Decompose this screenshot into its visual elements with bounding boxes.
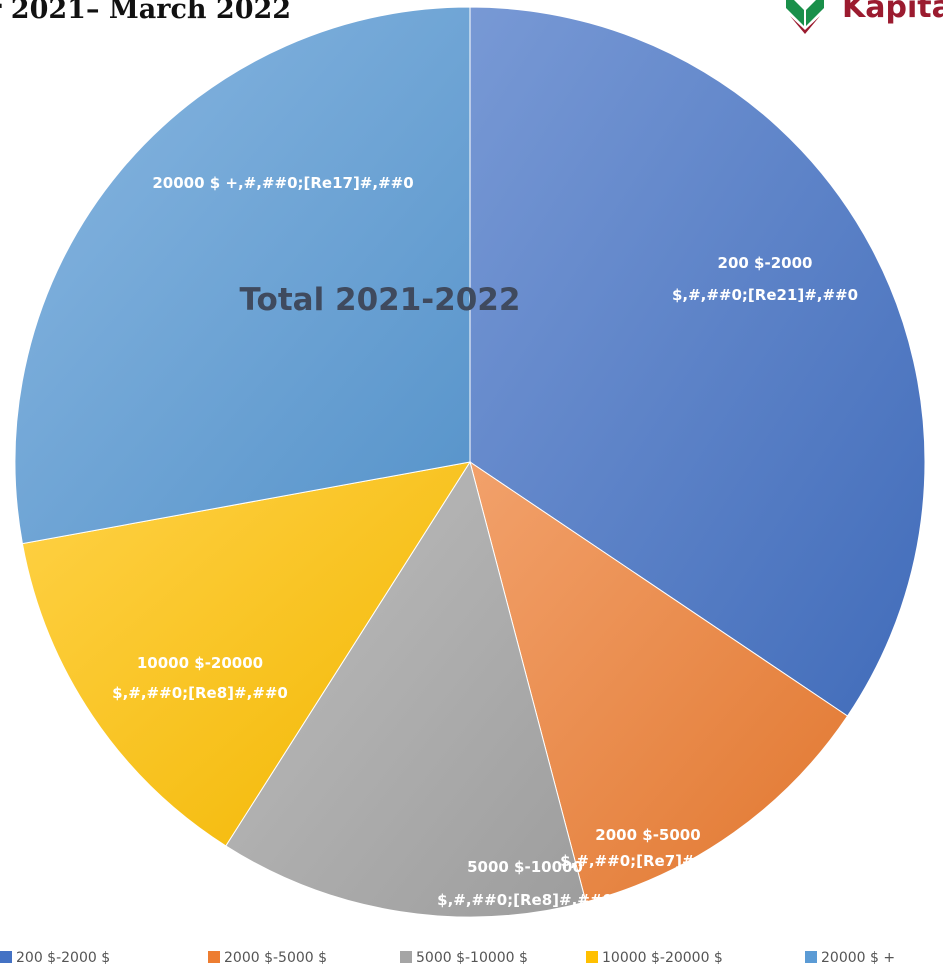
legend-item-2: 2000 $-5000 $ — [208, 948, 327, 968]
legend-label-2: 2000 $-5000 $ — [224, 950, 328, 966]
pie-slice-5 — [14, 6, 471, 545]
slice-2-data-label: 2000 $-5000 — [595, 826, 700, 844]
legend-label-1: 200 $-2000 $ — [16, 950, 111, 966]
page-header-title: er 2021– March 2022 — [0, 0, 292, 25]
pie-chart: 200 $-2000 $,#,##0;[Re21]#,##0 2000 $-5000… — [14, 6, 926, 918]
slice-2-data-label: $,#,##0;[Re7]#,##0 — [560, 852, 736, 870]
legend-item-3: 5000 $-10000 $ — [400, 948, 528, 968]
pie-slice-4 — [21, 461, 472, 847]
pie-slice-1 — [469, 6, 926, 717]
legend-item-1: 200 $-2000 $ — [0, 948, 110, 968]
kapital-logo-icon — [786, 0, 824, 34]
slice-3-data-label: 5000 $-10000 — [467, 858, 583, 876]
brand-name: Kapita — [842, 0, 943, 25]
legend-item-4: 10000 $-20000 $ — [586, 948, 723, 968]
legend-label-4: 10000 $-20000 $ — [602, 950, 723, 966]
pie-slice-2 — [469, 460, 849, 903]
slice-3-data-label: $,#,##0;[Re8]#,##0 — [437, 891, 613, 909]
pie-slice-3 — [225, 460, 587, 918]
legend-swatch-1 — [0, 951, 12, 963]
slice-5-data-label: 20000 $ +,#,##0;[Re17]#,##0 — [152, 174, 413, 192]
slice-1-data-label: 200 $-2000 — [718, 254, 813, 272]
slice-4-data-label: $,#,##0;[Re8]#,##0 — [112, 684, 288, 702]
legend-swatch-3 — [400, 951, 412, 963]
brand: Kapita — [778, 0, 943, 36]
legend-label-5: 20000 $ + — [821, 950, 896, 966]
legend-swatch-2 — [208, 951, 220, 963]
legend-item-5: 20000 $ + — [805, 948, 895, 968]
slice-1-data-label: $,#,##0;[Re21]#,##0 — [672, 286, 858, 304]
chart-title: Total 2021-2022 — [240, 282, 521, 318]
legend-swatch-4 — [586, 951, 598, 963]
slice-4-data-label: 10000 $-20000 — [137, 654, 263, 672]
chart-legend: 200 $-2000 $ 2000 $-5000 $ 5000 $-10000 $ 1… — [0, 948, 943, 972]
legend-label-3: 5000 $-10000 $ — [416, 950, 528, 966]
legend-swatch-5 — [805, 951, 817, 963]
